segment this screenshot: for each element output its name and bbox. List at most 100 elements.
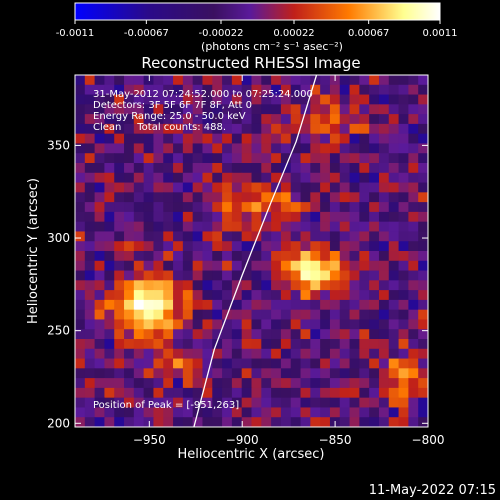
heatmap-cell (153, 417, 164, 427)
heatmap-cell (222, 133, 233, 145)
heatmap-cell (310, 290, 321, 301)
heatmap-cell (339, 417, 351, 427)
heatmap-cell (94, 143, 106, 154)
heatmap-cell (192, 417, 204, 427)
heatmap-cell (241, 143, 253, 154)
heatmap-cell (241, 221, 253, 233)
heatmap-cell (84, 231, 96, 242)
heatmap-cell (388, 378, 400, 389)
heatmap-cell (212, 94, 223, 105)
heatmap-cell (84, 319, 96, 330)
heatmap-cell (104, 182, 115, 193)
heatmap-cell (280, 192, 292, 203)
heatmap-cell (398, 172, 409, 184)
heatmap-cell (349, 241, 360, 252)
heatmap-cell (241, 319, 253, 330)
heatmap-cell (202, 309, 213, 321)
heatmap-cell (359, 182, 370, 193)
heatmap-cell (231, 104, 243, 115)
heatmap-cell (104, 211, 115, 223)
heatmap-cell (173, 192, 184, 203)
heatmap-cell (241, 94, 253, 105)
heatmap-cell (251, 319, 262, 330)
heatmap-cell (222, 358, 233, 369)
heatmap-cell (163, 251, 174, 262)
heatmap-cell (173, 143, 184, 154)
heatmap-cell (104, 172, 115, 184)
heatmap-cell (300, 329, 311, 340)
heatmap-cell (300, 123, 311, 135)
heatmap-cell (261, 143, 272, 154)
heatmap-cell (153, 192, 164, 203)
heatmap-cell (290, 202, 302, 213)
heatmap-cell (94, 123, 106, 135)
heatmap-cell (192, 182, 204, 193)
heatmap-cell (153, 202, 164, 213)
heatmap-cell (300, 241, 311, 252)
heatmap-cell (84, 163, 96, 174)
heatmap-cell (398, 397, 409, 409)
heatmap-cell (359, 143, 370, 154)
heatmap-cell (408, 348, 419, 360)
annotation-time-range: 31-May-2012 07:24:52.000 to 07:25:24.000 (93, 89, 313, 100)
heatmap-cell (222, 221, 233, 233)
heatmap-cell (202, 133, 213, 145)
heatmap-cell (418, 397, 428, 409)
heatmap-cell (271, 358, 282, 369)
heatmap-cell (202, 339, 213, 350)
heatmap-cell (212, 153, 223, 164)
heatmap-cell (388, 143, 400, 154)
heatmap-cell (359, 94, 370, 105)
heatmap-cell (133, 329, 145, 340)
heatmap-cell (300, 231, 311, 242)
heatmap-cell (104, 358, 115, 369)
heatmap-cell (280, 202, 292, 213)
heatmap-cell (222, 319, 233, 330)
heatmap-cell (124, 339, 135, 350)
heatmap-cell (173, 339, 184, 350)
heatmap-cell (378, 417, 390, 427)
heatmap-cell (290, 358, 302, 369)
heatmap-cell (133, 280, 145, 291)
heatmap-cell (84, 84, 96, 96)
chart-title: Reconstructed RHESSI Image (141, 54, 360, 72)
heatmap-cell (388, 329, 400, 340)
heatmap-cell (124, 280, 135, 291)
heatmap-cell (202, 143, 213, 154)
heatmap-cell (359, 339, 370, 350)
heatmap-cell (398, 348, 409, 360)
heatmap-cell (133, 241, 145, 252)
heatmap-cell (339, 260, 351, 272)
heatmap-cell (202, 182, 213, 193)
heatmap-cell (163, 407, 174, 418)
heatmap-cell (271, 182, 282, 193)
heatmap-cell (231, 153, 243, 164)
heatmap-cell (369, 270, 380, 281)
heatmap-cell (349, 182, 360, 193)
heatmap-cell (222, 182, 233, 193)
heatmap-cell (163, 123, 174, 135)
heatmap-cell (271, 319, 282, 330)
heatmap-cell (388, 104, 400, 115)
heatmap-cell (222, 407, 233, 418)
heatmap-cell (310, 299, 321, 311)
heatmap-cell (388, 251, 400, 262)
heatmap-cell (271, 153, 282, 164)
heatmap-cell (408, 251, 419, 262)
heatmap-cell (310, 378, 321, 389)
heatmap-cell (241, 104, 253, 115)
heatmap-cell (300, 172, 311, 184)
heatmap-cell (143, 280, 155, 291)
heatmap-cell (290, 387, 302, 399)
heatmap-cell (290, 94, 302, 105)
heatmap-cell (192, 358, 204, 369)
heatmap-cell (271, 290, 282, 301)
heatmap-cell (114, 290, 125, 301)
heatmap-cell (241, 299, 253, 311)
heatmap-cell (359, 397, 370, 409)
heatmap-cell (133, 133, 145, 145)
heatmap-cell (329, 221, 341, 233)
heatmap-cell (251, 397, 262, 409)
heatmap-cell (320, 260, 331, 272)
heatmap-cell (261, 94, 272, 105)
